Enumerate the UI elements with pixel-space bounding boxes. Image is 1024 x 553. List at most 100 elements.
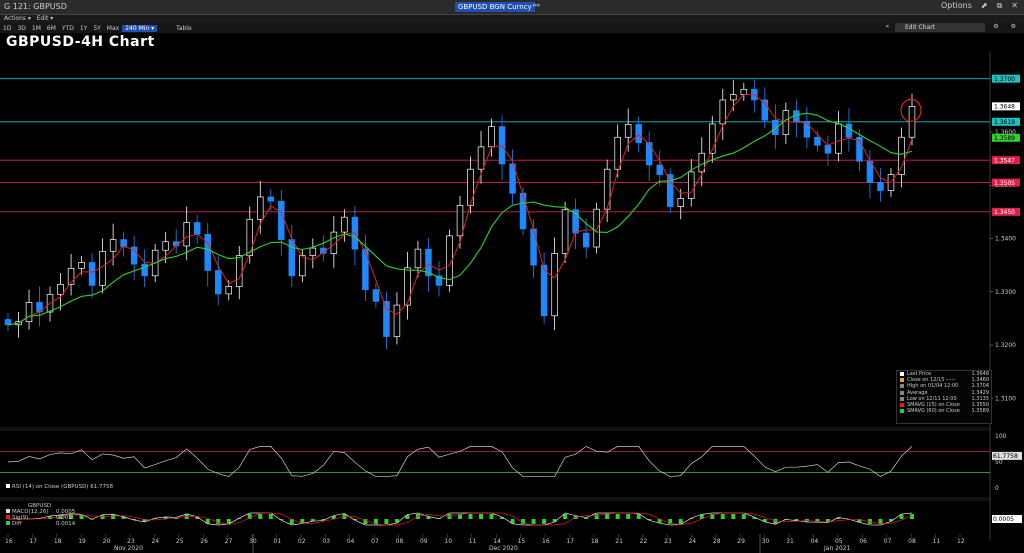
macd-bar (584, 517, 589, 519)
x-tick-label: 23 (127, 538, 135, 545)
x-tick-label: 10 (444, 538, 452, 545)
gear-icon[interactable]: ⚙ (1010, 23, 1016, 30)
period-max[interactable]: Max (106, 24, 120, 32)
period-6m[interactable]: 6M (46, 24, 56, 32)
macd-bar (331, 515, 336, 519)
macd-legend-label: Sig(9) (12, 515, 29, 521)
macd-bar (289, 519, 294, 524)
rsi-tick-label: 50 (995, 459, 1003, 466)
x-tick-label: 04 (811, 538, 819, 545)
candle-body (130, 246, 138, 265)
legend-swatch (900, 396, 904, 401)
period-5y[interactable]: 5Y (93, 24, 101, 32)
candle-body (120, 239, 127, 248)
macd-bar (563, 514, 568, 519)
actions-menu[interactable]: Actions ▾ (4, 15, 31, 22)
price-tag (992, 156, 1020, 165)
candle-body (666, 174, 674, 207)
legend-value: 1.3429 (971, 389, 990, 396)
price-tag-label: 1.3547 (994, 157, 1015, 164)
x-tick-label: 22 (640, 538, 648, 545)
legend-row: SMAVG (15) on Close 1.3550 (897, 402, 991, 408)
rsi-tag-label: 61.7758 (993, 453, 1018, 460)
macd-bar (678, 519, 683, 524)
interval-select[interactable]: 240 Min ▾ (122, 24, 158, 32)
macd-bar (111, 514, 116, 519)
rsi-line (7, 445, 913, 477)
candle-body (278, 200, 285, 240)
legend-row: Average 1.3429 (897, 390, 991, 396)
period-3d[interactable]: 3D (17, 24, 26, 32)
x-tick-label: 26 (200, 538, 208, 545)
link-icon[interactable]: ⚯ (533, 1, 540, 10)
candle-body (425, 248, 432, 277)
macd-bar (121, 516, 126, 519)
macd-bar (79, 514, 84, 519)
macd-legend-value: 0.0005 (56, 509, 76, 515)
rsi-tick-label: 100 (995, 433, 1007, 440)
close-icon[interactable]: ✕ (1011, 1, 1018, 10)
macd-bar (636, 514, 641, 519)
macd-bar (226, 519, 231, 524)
candle-body (498, 126, 506, 165)
price-tag-label: 1.3450 (994, 209, 1015, 216)
candle-body (530, 228, 537, 266)
price-tag-label: 1.3700 (994, 76, 1015, 83)
legend-swatch (900, 390, 904, 395)
macd-bar (762, 519, 767, 522)
popout-icon[interactable]: ⬈ (980, 1, 988, 10)
macd-legend-swatch (6, 521, 10, 525)
candle-body (78, 262, 85, 269)
x-tick-label: 25 (176, 538, 184, 545)
macd-bar (878, 519, 883, 524)
macd-legend-row: Sig(9) 0.001 (6, 515, 75, 521)
macd-bar (794, 519, 799, 521)
macd-legend: GBPUSD MACD(12,26) 0.0005 Sig(9) 0.001 Diff 0… (6, 503, 75, 527)
macd-bar (394, 519, 399, 523)
legend-label: High on 01/04 12:00 (907, 383, 959, 390)
options-menu[interactable]: Options (941, 1, 972, 10)
collapse-icon[interactable]: « (885, 23, 890, 30)
edit-chart-button[interactable]: Edit Chart (895, 23, 985, 32)
month-label: Nov 2020 (114, 545, 143, 552)
y-tick-label: 1.3100 (995, 395, 1016, 402)
period-1d[interactable]: 1D (3, 24, 12, 32)
candle-body (551, 253, 558, 317)
x-tick-label: 27 (225, 538, 233, 545)
period-ytd[interactable]: YTD (61, 24, 74, 32)
price-tag (992, 133, 1020, 142)
candle-body (824, 144, 832, 154)
table-button[interactable]: Table (176, 24, 192, 32)
macd-bar (626, 514, 631, 519)
macd-bar (531, 519, 536, 524)
period-1y[interactable]: 1Y (79, 24, 88, 32)
candle-body (677, 198, 684, 207)
ticker-input[interactable]: GBPUSD BGN Curncy (455, 2, 535, 12)
window-title: G 121: GBPUSD (4, 2, 67, 11)
candle-body (740, 88, 748, 95)
x-tick-label: 04 (347, 538, 355, 545)
macd-bar (258, 514, 263, 519)
edit-menu[interactable]: Edit ▾ (36, 15, 54, 22)
macd-bar (69, 514, 74, 519)
period-1m[interactable]: 1M (31, 24, 41, 32)
macd-bar (384, 519, 389, 524)
macd-bar (195, 517, 200, 519)
x-tick-label: 12 (957, 538, 965, 545)
macd-bar (479, 514, 484, 519)
candle-body (246, 218, 254, 256)
candle-body (772, 119, 779, 135)
settings-icon[interactable]: ⚙ (993, 23, 999, 30)
x-tick-label: 28 (713, 538, 721, 545)
x-tick-label: 15 (518, 538, 526, 545)
macd-bar (836, 517, 841, 519)
candle-body (782, 110, 790, 135)
macd-bar (237, 518, 242, 519)
x-tick-label: 06 (859, 538, 867, 545)
macd-bar (668, 519, 673, 524)
restore-icon[interactable]: ⧉ (996, 1, 1003, 10)
candle-body (193, 222, 201, 235)
candle-body (656, 164, 663, 175)
menu-bar: Actions ▾ Edit ▾ (0, 15, 1024, 24)
macd-bar (710, 514, 715, 519)
